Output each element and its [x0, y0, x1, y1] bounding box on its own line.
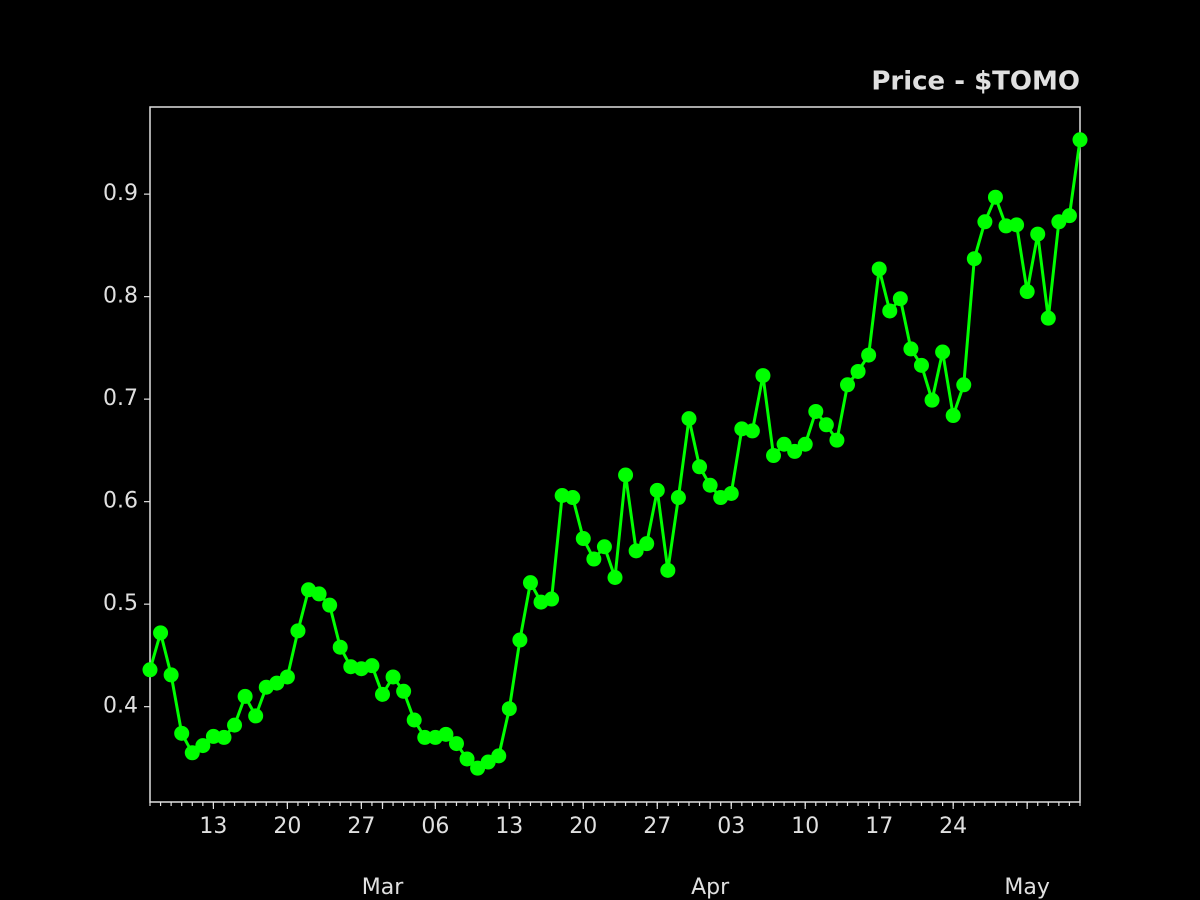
price-point [406, 712, 422, 728]
price-point [512, 632, 528, 648]
price-point [184, 745, 200, 761]
x-tick-label: 06 [421, 814, 449, 839]
price-point [649, 482, 665, 498]
price-point [364, 658, 380, 674]
price-point [766, 448, 782, 464]
price-point [871, 261, 887, 277]
price-point [935, 344, 951, 360]
price-point [618, 467, 634, 483]
y-tick-label: 0.4 [103, 694, 138, 719]
x-tick-label: 13 [199, 814, 227, 839]
price-point [417, 729, 433, 745]
price-point [1009, 217, 1025, 233]
price-point [787, 443, 803, 459]
price-point [195, 738, 211, 754]
price-point [692, 459, 708, 475]
price-point [216, 729, 232, 745]
x-month-label: May [1004, 875, 1049, 900]
y-tick-label: 0.6 [103, 489, 138, 514]
price-point [438, 726, 454, 742]
price-point [681, 411, 697, 427]
price-point [311, 586, 327, 602]
price-point [586, 551, 602, 567]
price-point [776, 436, 792, 452]
x-tick-label: 17 [865, 814, 893, 839]
y-tick-label: 0.9 [103, 181, 138, 206]
price-point [882, 303, 898, 319]
x-tick-label: 03 [717, 814, 745, 839]
price-point [237, 688, 253, 704]
price-point [544, 591, 560, 607]
price-point [375, 686, 390, 702]
price-point [385, 669, 401, 685]
price-point [596, 539, 612, 555]
price-point [755, 368, 771, 384]
price-point [1030, 226, 1046, 242]
price-point [892, 291, 908, 307]
price-point [628, 543, 644, 559]
y-tick-label: 0.5 [103, 591, 138, 616]
x-tick-label: 27 [347, 814, 375, 839]
price-point [966, 251, 982, 267]
x-tick-label: 24 [939, 814, 967, 839]
price-point [153, 625, 169, 641]
chart-title: Price - $TOMO [871, 67, 1080, 97]
x-month-label: Apr [691, 875, 730, 900]
price-point [903, 341, 919, 357]
price-point [945, 408, 961, 424]
price-point [744, 423, 760, 439]
y-tick-label: 0.8 [103, 284, 138, 309]
price-point [977, 214, 993, 230]
x-tick-label: 10 [791, 814, 819, 839]
price-point [322, 597, 338, 613]
price-point [808, 403, 824, 419]
price-point [797, 436, 813, 452]
price-point [660, 562, 676, 578]
price-point [818, 417, 834, 433]
price-point [829, 432, 845, 448]
price-point [163, 667, 179, 683]
y-tick-label: 0.7 [103, 386, 138, 411]
price-point [142, 662, 158, 678]
x-month-label: Mar [362, 875, 404, 900]
price-point [279, 669, 295, 685]
price-point [987, 189, 1003, 205]
price-point [575, 531, 591, 547]
price-point [522, 575, 538, 591]
price-point [1072, 132, 1088, 148]
x-tick-label: 20 [273, 814, 301, 839]
price-point [565, 490, 581, 506]
price-point [639, 536, 655, 552]
price-point [702, 477, 718, 493]
price-point [924, 392, 940, 408]
price-point [448, 736, 464, 752]
x-tick-label: 13 [495, 814, 523, 839]
x-tick-label: 27 [643, 814, 671, 839]
price-point [607, 570, 623, 586]
price-point [1061, 208, 1077, 224]
price-point [723, 485, 739, 501]
price-point [1019, 284, 1035, 300]
price-point [913, 357, 929, 373]
price-point [850, 363, 866, 379]
price-point [491, 748, 507, 764]
x-tick-label: 20 [569, 814, 597, 839]
price-point [956, 377, 972, 393]
price-point [670, 490, 686, 506]
price-point [248, 708, 264, 724]
price-point [227, 717, 243, 733]
price-point [1040, 310, 1056, 326]
price-point [290, 623, 306, 639]
price-point [332, 639, 348, 655]
price-point [840, 377, 855, 393]
price-point [861, 347, 877, 363]
price-point [459, 751, 475, 767]
price-point [396, 683, 412, 699]
price-point [501, 701, 517, 717]
price-point [174, 725, 190, 741]
